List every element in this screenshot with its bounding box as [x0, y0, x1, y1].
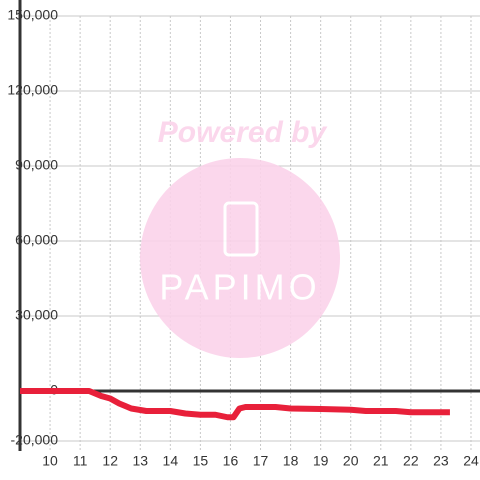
x-tick-label: 12: [102, 453, 118, 469]
y-tick-label: 120,000: [7, 82, 58, 98]
x-tick-label: 20: [343, 453, 359, 469]
data-line: [20, 388, 450, 421]
watermark-phone: [223, 201, 259, 257]
x-tick-label: 24: [463, 453, 479, 469]
x-tick-label: 10: [42, 453, 58, 469]
y-tick-label: -20,000: [11, 432, 59, 448]
watermark: Powered by PAPIMO: [140, 116, 340, 358]
x-tick-label: 18: [283, 453, 299, 469]
x-tick-label: 23: [433, 453, 449, 469]
x-tick-label: 19: [313, 453, 329, 469]
x-tick-label: 21: [373, 453, 389, 469]
x-tick-label: 13: [132, 453, 148, 469]
watermark-circle: [140, 158, 340, 358]
watermark-text: Powered by: [158, 116, 328, 149]
watermark-logo: PAPIMO: [159, 267, 320, 308]
x-tick-label: 16: [223, 453, 239, 469]
x-tick-label: 22: [403, 453, 419, 469]
y-tick-label: 60,000: [15, 232, 58, 248]
x-tick-label: 14: [163, 453, 179, 469]
y-tick-label: 30,000: [15, 307, 58, 323]
x-tick-label: 15: [193, 453, 209, 469]
y-tick-label: 90,000: [15, 157, 58, 173]
x-tick-label: 11: [73, 453, 88, 469]
plot: 10 11 12 13 14 15 16 17 18 19 20 21 22 23 24-20,000030…: [7, 0, 479, 469]
y-tick-label: 150,000: [7, 7, 58, 23]
x-tick-label: 17: [253, 453, 269, 469]
